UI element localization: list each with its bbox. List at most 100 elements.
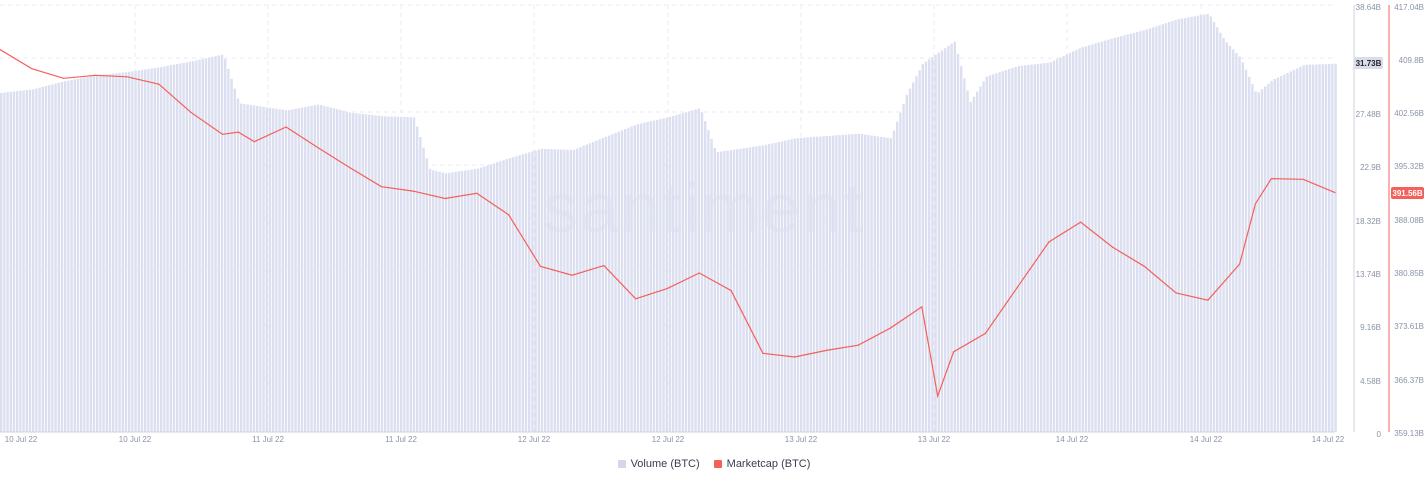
volume-bar	[416, 126, 419, 433]
volume-bar	[1251, 84, 1254, 432]
volume-bar	[0, 92, 3, 432]
volume-bar	[972, 96, 976, 432]
volume-bar	[934, 54, 937, 432]
marketcap-line	[0, 48, 1336, 399]
left-tick-label: 0	[1377, 430, 1382, 439]
volume-bar	[992, 74, 995, 432]
volume-bar	[697, 108, 700, 432]
volume-bar	[464, 170, 467, 432]
volume-bar	[323, 105, 326, 432]
volume-bar	[873, 135, 876, 432]
volume-bar	[681, 113, 684, 432]
volume-bar	[857, 133, 860, 432]
volume-bar	[761, 145, 764, 432]
volume-bar	[1052, 60, 1056, 433]
right-tick-label: 373.61B	[1394, 322, 1424, 331]
volume-bar	[448, 172, 451, 433]
volume-bar	[1270, 80, 1273, 432]
legend-label-marketcap: Marketcap (BTC)	[726, 458, 811, 470]
marketcap-point	[539, 265, 542, 267]
volume-bar	[1113, 37, 1116, 432]
volume-bar	[880, 136, 883, 432]
volume-bar	[675, 115, 678, 432]
legend-item-marketcap[interactable]: Marketcap (BTC)	[713, 458, 811, 470]
volume-bar	[662, 118, 665, 432]
volume-bar	[1100, 41, 1104, 432]
volume-bar	[1312, 64, 1315, 433]
volume-bar	[803, 137, 806, 432]
volume-bar	[896, 121, 899, 432]
volume-bar	[1235, 53, 1238, 433]
legend-item-volume[interactable]: Volume (BTC)	[617, 458, 700, 470]
volume-bar	[406, 117, 409, 432]
marketcap-point	[0, 48, 1, 51]
marketcap-point	[1302, 178, 1304, 180]
volume-bar	[921, 64, 924, 432]
volume-bar	[550, 149, 553, 432]
volume-bar	[288, 109, 291, 432]
left-tick-label: 4.58B	[1360, 377, 1381, 386]
volume-bar	[752, 146, 755, 432]
volume-bar	[188, 61, 192, 432]
volume-bar	[870, 135, 873, 432]
volume-bar	[1123, 35, 1126, 433]
volume-bar	[316, 104, 320, 433]
volume-bar	[524, 153, 528, 432]
volume-bar	[54, 83, 57, 433]
volume-bar	[246, 104, 249, 432]
volume-bar	[32, 89, 35, 432]
volume-bar	[976, 91, 979, 433]
marketcap-badge-bg	[1391, 187, 1424, 199]
volume-bar	[470, 169, 473, 432]
volume-bar	[230, 78, 233, 433]
volume-bar	[764, 144, 768, 432]
volume-bar	[9, 91, 12, 433]
volume-bar	[6, 92, 9, 432]
marketcap-point	[221, 133, 224, 135]
volume-bar	[83, 77, 86, 433]
volume-bar	[812, 136, 816, 432]
volume-bar	[793, 138, 796, 433]
volume-bar	[483, 166, 486, 432]
volume-bar	[304, 107, 307, 433]
volume-bar	[630, 126, 633, 432]
marketcap-point	[984, 332, 987, 334]
volume-bar	[572, 149, 576, 432]
volume-bar	[537, 149, 540, 432]
volume-bar	[1203, 14, 1206, 432]
volume-bar	[643, 122, 646, 432]
volume-bar	[1177, 19, 1180, 432]
volume-bar	[313, 105, 316, 432]
volume-badge-bg	[1354, 57, 1383, 69]
volume-bar	[332, 108, 336, 432]
volume-bar	[96, 75, 99, 432]
marketcap-point	[762, 352, 764, 354]
marketcap-point	[349, 166, 351, 169]
x-tick-label: 11 Jul 22	[252, 435, 284, 444]
volume-bar	[1334, 63, 1337, 432]
volume-bar	[508, 158, 512, 432]
volume-bar	[569, 149, 572, 432]
marketcap-series	[0, 48, 1336, 399]
volume-bar	[806, 137, 809, 432]
volume-bar	[902, 103, 905, 432]
x-tick-label: 14 Jul 22	[1056, 435, 1089, 444]
volume-bar	[691, 110, 694, 432]
volume-bar	[1299, 66, 1302, 432]
volume-bar	[428, 168, 432, 432]
volume-bar	[1289, 71, 1292, 433]
volume-bar	[777, 142, 780, 432]
volume-bar	[1017, 66, 1020, 433]
volume-bar	[211, 56, 214, 432]
volume-bar	[720, 151, 723, 433]
volume-bar	[422, 147, 425, 432]
volume-bar	[12, 91, 16, 432]
volume-bar	[329, 107, 332, 433]
volume-bar	[832, 135, 835, 432]
volume-bar	[70, 79, 73, 432]
volume-bar	[553, 149, 556, 432]
volume-bar	[688, 111, 691, 432]
volume-bar	[1200, 15, 1203, 433]
volume-bar	[403, 116, 406, 433]
